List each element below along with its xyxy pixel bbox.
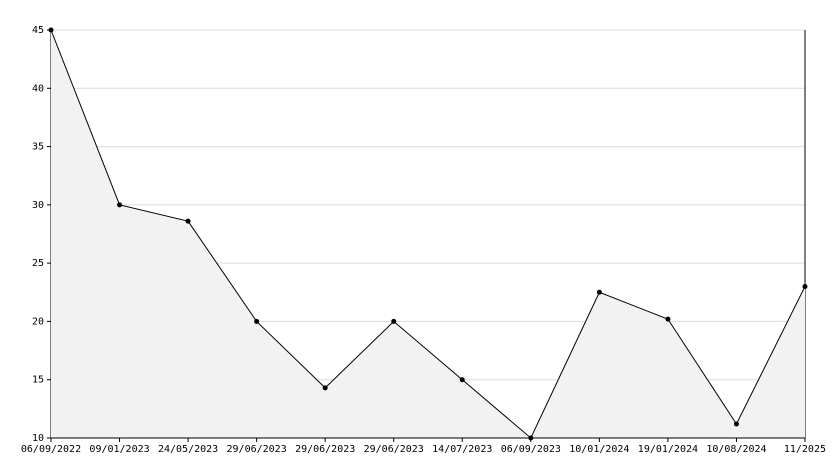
x-tick-label: 10/08/2024 xyxy=(706,444,766,455)
y-tick-label: 10 xyxy=(32,433,44,444)
marker xyxy=(117,202,123,208)
x-tick-label: 06/09/2023 xyxy=(501,444,561,455)
x-tick-label: 06/09/2022 xyxy=(21,444,81,455)
x-tick-label: 19/01/2024 xyxy=(638,444,698,455)
y-tick-label: 30 xyxy=(32,200,44,211)
marker xyxy=(665,316,671,322)
x-tick-label: 29/06/2023 xyxy=(295,444,355,455)
x-tick-label: 29/06/2023 xyxy=(227,444,287,455)
y-tick-label: 40 xyxy=(32,83,44,94)
y-tick-label: 20 xyxy=(32,316,44,327)
marker xyxy=(322,385,328,391)
area xyxy=(51,30,805,438)
x-tick-label: 11/2025 xyxy=(784,444,826,455)
marker xyxy=(185,218,191,224)
marker xyxy=(254,318,260,324)
y-tick-label: 35 xyxy=(32,142,44,153)
y-tick-label: 25 xyxy=(32,258,44,269)
line xyxy=(50,29,806,439)
marker xyxy=(391,318,397,324)
marker xyxy=(596,289,602,295)
y-tick-label: 15 xyxy=(32,375,44,386)
x-tick-label: 14/07/2023 xyxy=(432,444,492,455)
y-tick-label: 45 xyxy=(32,25,44,36)
marker xyxy=(48,27,54,33)
x-tick-label: 10/01/2024 xyxy=(569,444,629,455)
x-tick-label: 24/05/2023 xyxy=(158,444,218,455)
marker xyxy=(459,377,465,383)
x-tick-label: 29/06/2023 xyxy=(364,444,424,455)
marker xyxy=(733,421,739,427)
marker xyxy=(802,283,808,289)
x-tick-label: 09/01/2023 xyxy=(89,444,149,455)
